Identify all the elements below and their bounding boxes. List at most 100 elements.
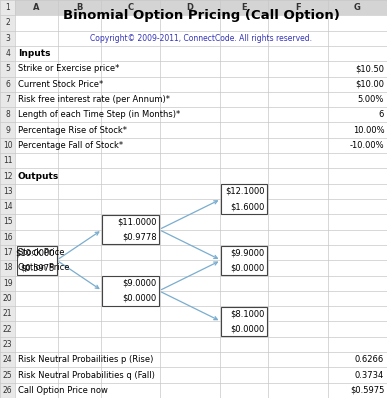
- Text: 7: 7: [5, 95, 10, 104]
- Text: 6: 6: [5, 80, 10, 89]
- Text: G: G: [354, 3, 361, 12]
- Bar: [17, 246, 57, 275]
- Text: 16: 16: [3, 233, 12, 242]
- Text: F: F: [295, 3, 301, 12]
- Text: 20: 20: [3, 294, 12, 303]
- Text: $0.0000: $0.0000: [123, 294, 157, 303]
- Text: 13: 13: [3, 187, 12, 196]
- Bar: [0, 153, 15, 168]
- Text: Option Price: Option Price: [18, 263, 70, 272]
- Text: 15: 15: [3, 217, 12, 226]
- Text: 12: 12: [3, 172, 12, 181]
- Text: Stock Price: Stock Price: [18, 248, 65, 257]
- Text: $10.0000: $10.0000: [15, 248, 55, 257]
- Bar: [102, 215, 159, 244]
- Bar: [0, 168, 15, 184]
- Text: Percentage Rise of Stock*: Percentage Rise of Stock*: [18, 126, 127, 135]
- Bar: [0, 0, 387, 15]
- Text: 21: 21: [3, 309, 12, 318]
- Text: $1.6000: $1.6000: [230, 202, 265, 211]
- Text: 26: 26: [3, 386, 12, 395]
- Text: 22: 22: [3, 325, 12, 334]
- Bar: [0, 214, 15, 230]
- Text: 6: 6: [379, 110, 384, 119]
- Text: $0.0000: $0.0000: [230, 263, 265, 272]
- Text: Current Stock Price*: Current Stock Price*: [18, 80, 103, 89]
- Text: $11.0000: $11.0000: [117, 217, 157, 226]
- Text: 8: 8: [5, 110, 10, 119]
- Text: 11: 11: [3, 156, 12, 165]
- Text: Risk Neutral Probailities p (Rise): Risk Neutral Probailities p (Rise): [18, 355, 153, 364]
- Bar: [0, 123, 15, 138]
- Text: 18: 18: [3, 263, 12, 272]
- Text: $12.1000: $12.1000: [225, 187, 265, 196]
- Text: $8.1000: $8.1000: [230, 309, 265, 318]
- Text: 24: 24: [3, 355, 12, 364]
- Text: 10: 10: [3, 141, 12, 150]
- Bar: [0, 0, 15, 15]
- Text: $10.00: $10.00: [355, 80, 384, 89]
- Bar: [0, 260, 15, 275]
- Bar: [0, 322, 15, 337]
- Text: 0.6266: 0.6266: [355, 355, 384, 364]
- Bar: [0, 245, 15, 260]
- Bar: [221, 307, 267, 336]
- Text: 9: 9: [5, 126, 10, 135]
- Bar: [221, 246, 267, 275]
- Text: Inputs: Inputs: [18, 49, 50, 58]
- Text: Copyright© 2009-2011, ConnectCode. All rights reserved.: Copyright© 2009-2011, ConnectCode. All r…: [90, 34, 312, 43]
- Text: Risk Neutral Probabilities q (Fall): Risk Neutral Probabilities q (Fall): [18, 371, 155, 380]
- Text: $0.9778: $0.9778: [122, 233, 157, 242]
- Text: 4: 4: [5, 49, 10, 58]
- Text: Outputs: Outputs: [18, 172, 59, 181]
- Text: Percentage Fall of Stock*: Percentage Fall of Stock*: [18, 141, 123, 150]
- Bar: [0, 291, 15, 306]
- Bar: [0, 184, 15, 199]
- Bar: [0, 230, 15, 245]
- Bar: [0, 367, 15, 383]
- Bar: [0, 138, 15, 153]
- Text: 14: 14: [3, 202, 12, 211]
- Bar: [0, 61, 15, 76]
- Text: Strike or Exercise price*: Strike or Exercise price*: [18, 64, 119, 73]
- Text: Binomial Option Pricing (Call Option): Binomial Option Pricing (Call Option): [63, 9, 339, 22]
- Bar: [0, 76, 15, 92]
- Text: D: D: [187, 3, 194, 12]
- Text: E: E: [241, 3, 247, 12]
- Text: $10.50: $10.50: [355, 64, 384, 73]
- Text: 5: 5: [5, 64, 10, 73]
- Bar: [221, 184, 267, 214]
- Text: 10.00%: 10.00%: [353, 126, 384, 135]
- Text: -10.00%: -10.00%: [349, 141, 384, 150]
- Text: $0.0000: $0.0000: [230, 325, 265, 334]
- Text: 0.3734: 0.3734: [355, 371, 384, 380]
- Text: $9.9000: $9.9000: [230, 248, 265, 257]
- Text: $9.0000: $9.0000: [123, 279, 157, 288]
- Text: 25: 25: [3, 371, 12, 380]
- Bar: [0, 107, 15, 123]
- Text: A: A: [33, 3, 40, 12]
- Bar: [0, 337, 15, 352]
- Text: Risk free interest rate (per Annum)*: Risk free interest rate (per Annum)*: [18, 95, 170, 104]
- Text: B: B: [76, 3, 83, 12]
- Bar: [102, 276, 159, 306]
- Bar: [0, 199, 15, 214]
- Bar: [0, 46, 15, 61]
- Bar: [0, 15, 15, 31]
- Bar: [0, 306, 15, 322]
- Text: $0.5975: $0.5975: [350, 386, 384, 395]
- Bar: [0, 275, 15, 291]
- Text: $0.5975: $0.5975: [20, 263, 55, 272]
- Bar: [0, 92, 15, 107]
- Text: 1: 1: [5, 3, 10, 12]
- Bar: [0, 31, 15, 46]
- Text: 2: 2: [5, 18, 10, 27]
- Text: 19: 19: [3, 279, 12, 288]
- Text: Call Option Price now: Call Option Price now: [18, 386, 108, 395]
- Text: C: C: [128, 3, 134, 12]
- Bar: [0, 383, 15, 398]
- Text: 23: 23: [3, 340, 12, 349]
- Text: Length of each Time Step (in Months)*: Length of each Time Step (in Months)*: [18, 110, 180, 119]
- Bar: [0, 352, 15, 367]
- Text: 5.00%: 5.00%: [358, 95, 384, 104]
